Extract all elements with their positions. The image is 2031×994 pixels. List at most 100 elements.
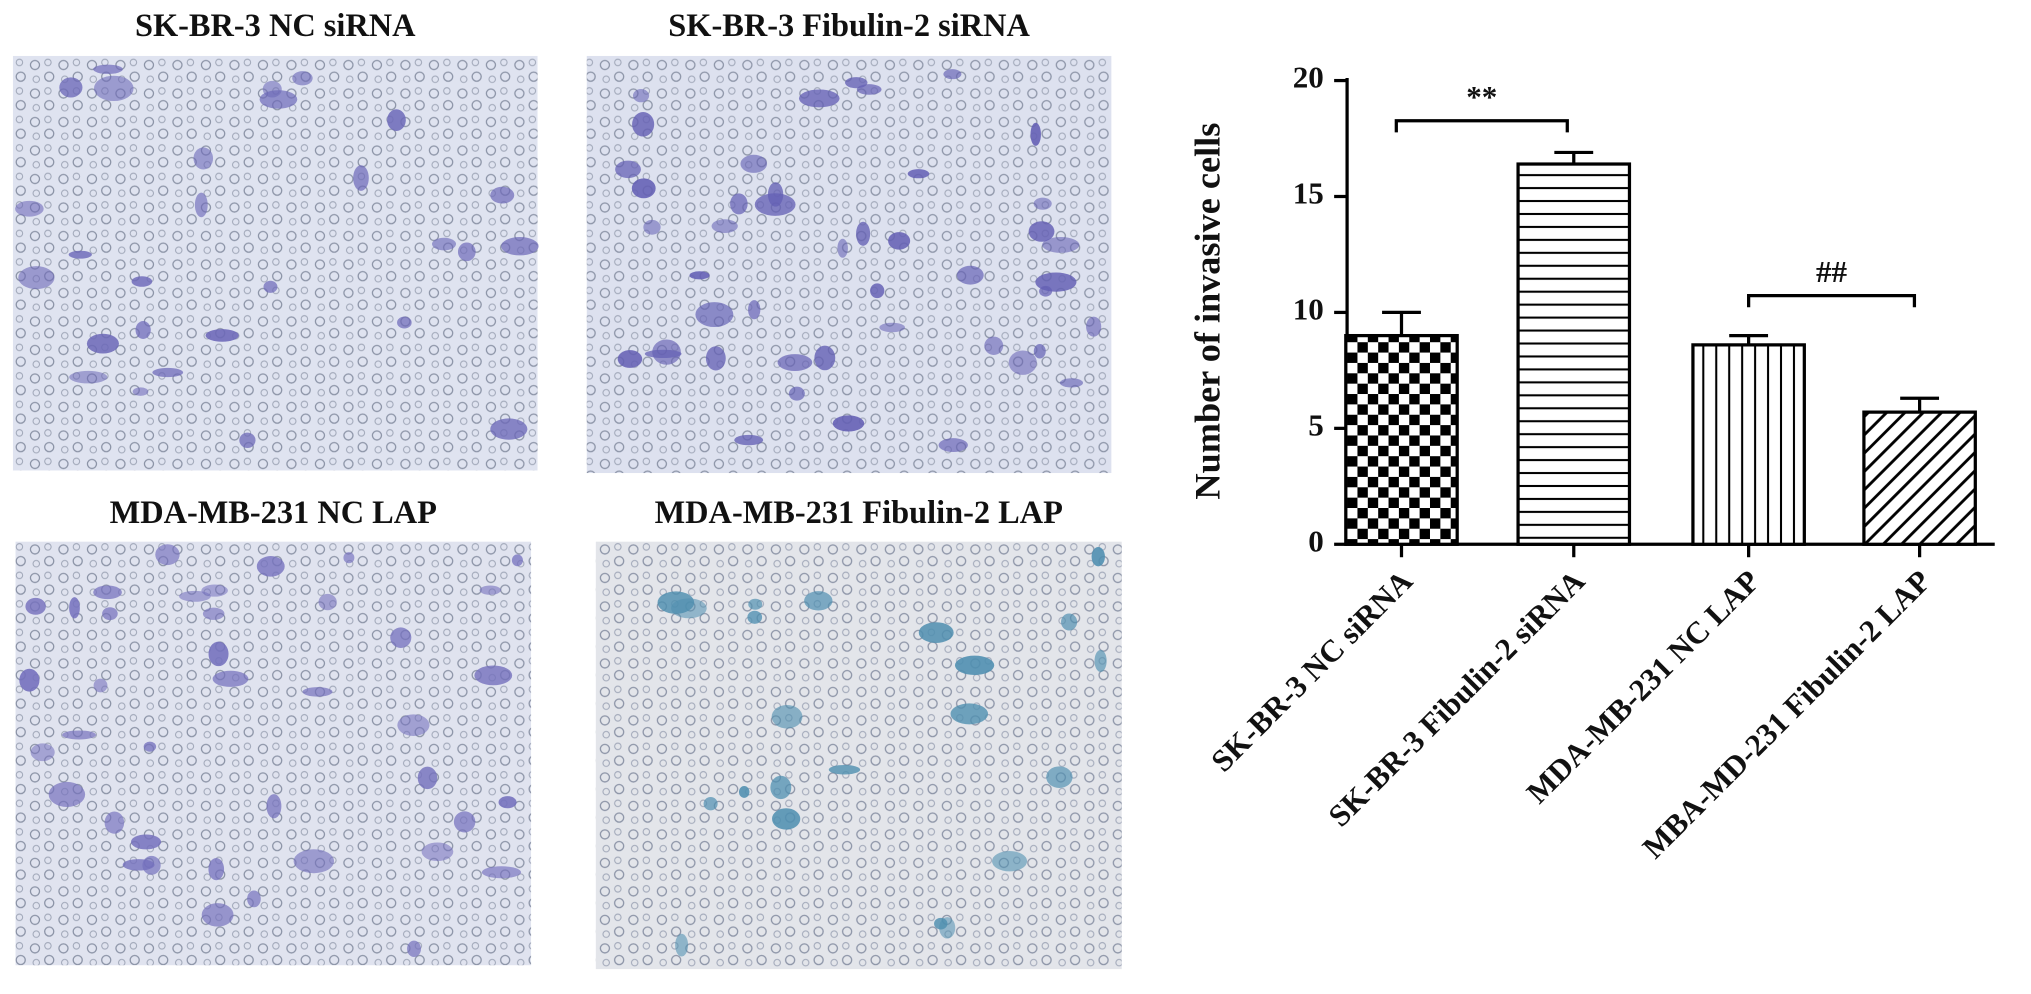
- stained-cell: [490, 186, 515, 204]
- stained-cell: [643, 219, 661, 235]
- stained-cell: [984, 336, 1004, 355]
- stained-cell: [432, 237, 457, 251]
- stained-cell: [837, 238, 848, 258]
- stained-cell: [501, 236, 539, 256]
- stained-cell: [421, 842, 454, 862]
- stained-cell: [748, 300, 761, 320]
- stained-cell: [956, 265, 984, 285]
- stained-cell: [740, 154, 768, 173]
- stained-cell: [155, 544, 180, 566]
- stained-cell: [804, 591, 833, 611]
- stained-cell: [453, 811, 476, 833]
- stained-cell: [19, 668, 40, 692]
- stained-cell: [1042, 237, 1080, 253]
- stained-cell: [632, 89, 650, 103]
- stained-cell: [798, 89, 840, 108]
- stained-cell: [18, 266, 55, 290]
- bar: [1691, 343, 1806, 546]
- stained-cell: [25, 597, 46, 615]
- stained-cell: [417, 766, 438, 790]
- stained-cell: [205, 329, 239, 342]
- stained-cell: [711, 219, 738, 234]
- stained-cell: [208, 641, 229, 667]
- stained-cell: [632, 112, 655, 137]
- stained-cell: [943, 69, 962, 80]
- stained-cell: [1008, 350, 1037, 375]
- stained-cell: [201, 903, 234, 927]
- stained-cell: [69, 597, 80, 619]
- panel-title: MDA-MB-231 NC LAP: [110, 495, 437, 531]
- stained-cell: [954, 655, 995, 675]
- stained-cell: [670, 598, 707, 619]
- panel-title: SK-BR-3 NC siRNA: [135, 8, 416, 44]
- x-tick-label: MBA-MD-231 Fibulin-2 LAP: [1635, 563, 1937, 865]
- stained-cell: [397, 316, 412, 329]
- stained-cell: [194, 192, 208, 218]
- stained-cell: [93, 75, 134, 102]
- y-tick-label: 15: [1293, 176, 1324, 211]
- stained-cell: [950, 703, 989, 725]
- stained-cell: [1061, 613, 1078, 631]
- stained-cell: [30, 743, 55, 762]
- stained-cell: [992, 851, 1028, 872]
- stained-cell: [734, 434, 764, 446]
- stained-cell: [938, 438, 968, 452]
- micrograph-cells: [15, 541, 532, 966]
- stained-cell: [193, 147, 214, 170]
- stained-cell: [675, 933, 689, 957]
- stained-cell: [390, 627, 412, 648]
- significance-label: **: [1466, 79, 1497, 114]
- stained-cell: [918, 622, 954, 643]
- stained-cell: [59, 77, 83, 98]
- stained-cell: [208, 857, 225, 881]
- stained-cell: [730, 193, 748, 215]
- stained-cell: [263, 280, 278, 293]
- stained-cell: [907, 169, 930, 179]
- stained-cell: [652, 339, 681, 365]
- stained-cell: [1033, 344, 1046, 359]
- stained-cell: [771, 704, 803, 729]
- stained-cell: [828, 764, 861, 775]
- stained-cell: [343, 552, 355, 564]
- stained-cell: [870, 283, 885, 299]
- stained-cell: [93, 585, 122, 600]
- micrograph-cells: [12, 55, 538, 471]
- stained-cell: [457, 242, 476, 262]
- stained-cell: [754, 193, 796, 216]
- stained-cell: [143, 741, 157, 752]
- stained-cell: [888, 232, 911, 250]
- stained-cell: [102, 607, 118, 621]
- stained-cell: [262, 80, 282, 98]
- stained-cell: [69, 370, 108, 384]
- stained-cell: [302, 687, 333, 697]
- stained-cell: [292, 71, 313, 86]
- stained-cell: [788, 386, 805, 401]
- stained-cell: [1091, 547, 1105, 567]
- stained-cell: [179, 590, 211, 602]
- stained-cell: [387, 109, 406, 131]
- stained-cell: [490, 418, 528, 440]
- y-axis-label: Number of invasive cells: [1187, 123, 1227, 500]
- stained-cell: [407, 940, 421, 957]
- stained-cell: [689, 271, 710, 280]
- significance-label: ##: [1816, 254, 1848, 289]
- stained-cell: [511, 554, 523, 567]
- stained-cell: [247, 890, 261, 908]
- stained-cell: [939, 917, 956, 939]
- stained-cell: [68, 250, 92, 259]
- stained-cell: [132, 387, 149, 396]
- stained-cell: [130, 834, 162, 850]
- stained-cell: [122, 859, 155, 871]
- y-tick-label: 5: [1308, 407, 1324, 442]
- stained-cell: [239, 432, 256, 448]
- y-tick-label: 10: [1293, 292, 1324, 327]
- stained-cell: [498, 796, 517, 809]
- stained-cell: [479, 585, 501, 595]
- stained-cell: [256, 556, 285, 577]
- stained-cell: [814, 345, 836, 371]
- stained-cell: [631, 178, 656, 199]
- stained-cell: [152, 367, 184, 378]
- stained-cell: [747, 610, 763, 624]
- stained-cell: [15, 200, 44, 217]
- panel-title: SK-BR-3 Fibulin-2 siRNA: [668, 8, 1030, 44]
